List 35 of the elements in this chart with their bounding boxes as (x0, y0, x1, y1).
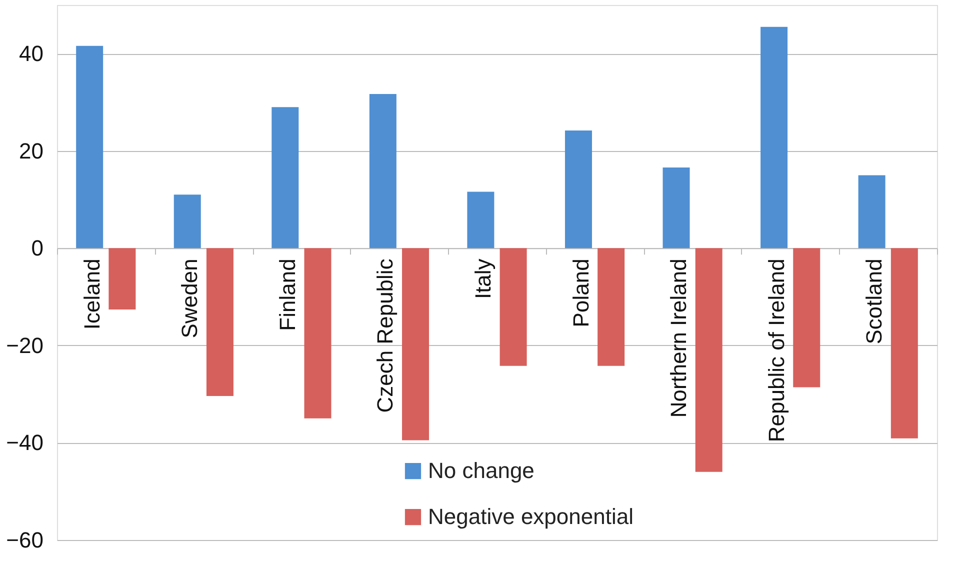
bar (500, 248, 527, 366)
x-tick-label: Iceland (79, 258, 104, 330)
bar (76, 46, 104, 248)
bar (564, 130, 592, 248)
x-tick-label: Italy (470, 258, 496, 300)
bar (369, 94, 396, 248)
bar (662, 167, 690, 248)
x-tick-label: Sweden (177, 258, 202, 338)
bar (304, 248, 332, 418)
bar (890, 248, 918, 438)
y-tick-label: 40 (19, 41, 44, 66)
x-tick-label: Scotland (862, 258, 887, 344)
bar (760, 26, 788, 248)
bar (206, 248, 234, 396)
y-tick-label: 20 (19, 138, 44, 164)
legend-label: Negative exponential (428, 504, 634, 529)
x-tick-label: Finland (274, 258, 300, 331)
y-tick-label: 0 (31, 236, 44, 261)
x-tick-label: Republic of Ireland (764, 258, 789, 442)
y-tick-label: −20 (6, 332, 44, 358)
bar (695, 248, 722, 472)
y-tick-label: −40 (6, 430, 44, 456)
bar (467, 192, 494, 248)
y-tick-label: −60 (6, 528, 44, 552)
bar (174, 194, 201, 248)
bar (108, 248, 136, 310)
bar (598, 248, 625, 366)
bar (858, 175, 886, 248)
x-tick-label: Poland (568, 258, 594, 328)
bar (272, 107, 299, 248)
bar (793, 248, 820, 388)
bar (402, 248, 430, 440)
x-tick-label: Czech Republic (372, 258, 398, 413)
x-tick-label: Northern Ireland (666, 258, 692, 418)
legend-label: No change (428, 458, 534, 483)
